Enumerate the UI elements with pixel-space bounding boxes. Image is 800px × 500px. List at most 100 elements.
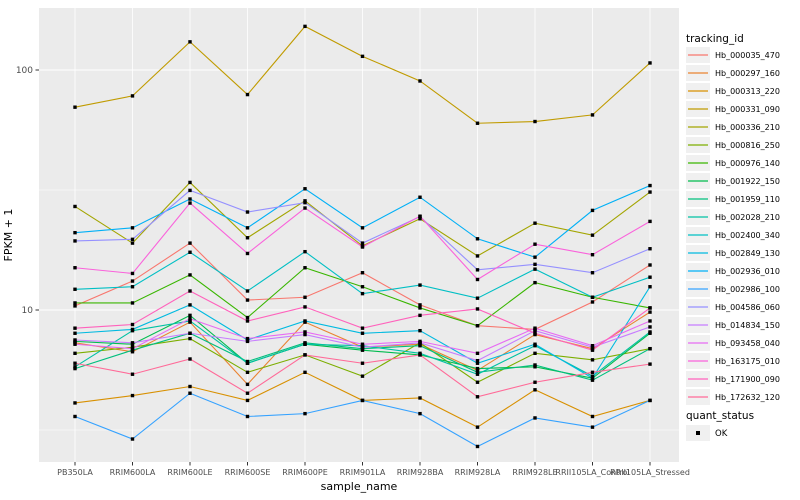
data-point xyxy=(590,295,595,299)
data-point xyxy=(360,331,365,335)
legend-label: Hb_171900_090 xyxy=(715,375,780,384)
data-point xyxy=(648,61,652,65)
data-point xyxy=(648,362,652,366)
data-point xyxy=(533,416,537,420)
data-point xyxy=(303,411,307,416)
data-point xyxy=(188,384,192,389)
data-point xyxy=(648,346,652,351)
data-point xyxy=(73,266,77,270)
data-point xyxy=(418,313,422,318)
legend-label: Hb_000336_210 xyxy=(715,123,780,132)
legend-item: Hb_171900_090 xyxy=(686,371,780,387)
data-point xyxy=(475,358,480,363)
data-point xyxy=(303,24,307,29)
data-point xyxy=(188,180,192,185)
data-point xyxy=(590,344,595,348)
x-tick-label: RRIM600LA xyxy=(110,468,156,477)
data-point xyxy=(648,398,652,403)
data-point xyxy=(533,388,537,392)
data-point xyxy=(188,391,192,395)
legend-item: Hb_002986_100 xyxy=(686,281,780,297)
data-point xyxy=(418,396,422,400)
legend-item: Hb_002400_340 xyxy=(686,227,780,243)
data-point xyxy=(303,353,307,357)
data-point xyxy=(245,336,250,341)
data-point xyxy=(418,303,422,307)
data-point xyxy=(360,398,365,403)
data-point xyxy=(303,249,307,254)
data-point xyxy=(533,326,537,330)
data-point xyxy=(360,245,365,249)
data-point xyxy=(590,233,595,237)
data-point xyxy=(590,374,595,378)
data-point xyxy=(245,359,250,364)
x-tick-label: RRIM600SE xyxy=(225,468,271,477)
data-point xyxy=(360,326,365,330)
legend-label: OK xyxy=(715,429,728,439)
data-point xyxy=(648,275,652,279)
data-point xyxy=(130,341,135,345)
data-point xyxy=(73,401,77,405)
x-tick-label: RRIM600PE xyxy=(282,468,328,477)
data-point xyxy=(303,305,307,309)
legend-label: Hb_002400_340 xyxy=(715,231,780,240)
data-point xyxy=(188,316,192,321)
data-point xyxy=(360,241,365,245)
legend-item: Hb_000313_220 xyxy=(686,83,780,99)
data-point xyxy=(188,201,192,205)
data-point xyxy=(475,351,480,356)
legend-swatch-point xyxy=(696,431,700,435)
data-point xyxy=(590,358,595,362)
legend-item: Hb_163175_010 xyxy=(686,353,780,369)
legend-label: Hb_002028_210 xyxy=(715,213,780,222)
data-point xyxy=(303,187,307,191)
legend-label: Hb_002849_130 xyxy=(715,249,780,258)
data-point xyxy=(303,370,307,375)
legend-label: Hb_000035_470 xyxy=(715,51,780,60)
data-point xyxy=(303,200,307,205)
data-point xyxy=(303,199,307,203)
data-point xyxy=(533,365,537,369)
data-point xyxy=(245,361,250,365)
y-tick-label: 100 xyxy=(16,66,33,76)
data-point xyxy=(590,414,595,419)
data-point xyxy=(533,119,537,124)
data-point xyxy=(590,378,595,382)
data-point xyxy=(130,226,135,230)
data-point xyxy=(73,365,77,369)
data-point xyxy=(475,277,480,282)
data-point xyxy=(188,197,192,201)
legend-tracking-id: Hb_000035_470 Hb_000297_160 Hb_000313_220 H… xyxy=(686,47,780,405)
data-point xyxy=(130,285,135,289)
data-point xyxy=(590,208,595,213)
data-point xyxy=(245,92,250,97)
data-point xyxy=(130,241,135,245)
data-point xyxy=(648,310,652,314)
data-point xyxy=(648,183,652,188)
data-point xyxy=(590,425,595,429)
legend-item: Hb_093458_040 xyxy=(686,335,780,351)
data-point xyxy=(130,346,135,351)
data-point xyxy=(648,190,652,194)
data-point xyxy=(73,342,77,346)
data-point xyxy=(475,368,480,373)
data-point xyxy=(590,370,595,375)
data-point xyxy=(188,336,192,341)
data-point xyxy=(533,328,537,333)
data-point xyxy=(418,339,422,344)
legend-label: Hb_001922_150 xyxy=(715,177,780,186)
data-point xyxy=(475,395,480,399)
data-point xyxy=(245,391,250,395)
data-point xyxy=(590,300,595,304)
data-point xyxy=(73,301,77,305)
data-point xyxy=(360,271,365,275)
data-points xyxy=(73,24,652,449)
x-tick-label: RRIM928BA xyxy=(397,468,444,477)
data-point xyxy=(418,79,422,83)
data-point xyxy=(188,303,192,307)
y-tick-label: 10 xyxy=(22,306,34,316)
data-point xyxy=(418,328,422,333)
legend-label: Hb_000816_250 xyxy=(715,141,780,150)
x-tick-label: RRII105LA_Control xyxy=(555,468,629,477)
data-point xyxy=(73,326,77,330)
